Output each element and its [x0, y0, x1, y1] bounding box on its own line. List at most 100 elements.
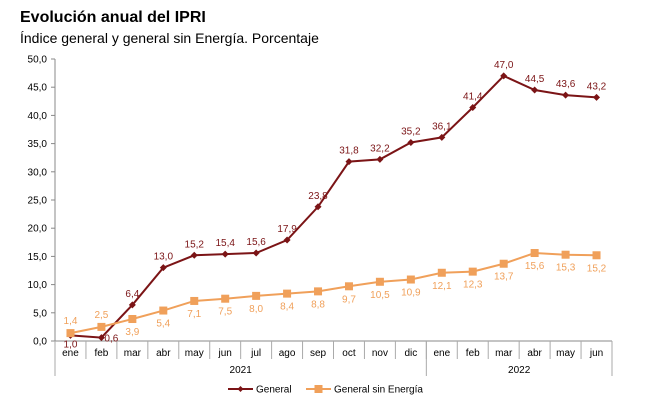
- x-tick-label: may: [185, 348, 204, 359]
- data-point: [406, 275, 415, 284]
- year-label: 2021: [230, 365, 253, 376]
- data-point: [375, 277, 384, 286]
- y-tick-label: 35,0: [28, 139, 48, 150]
- x-tick-label: feb: [94, 348, 108, 359]
- data-point: [530, 249, 539, 258]
- data-label: 8,0: [249, 304, 263, 315]
- data-point: [593, 93, 601, 101]
- data-point: [190, 296, 199, 305]
- data-point: [128, 315, 137, 324]
- data-point: [499, 259, 508, 268]
- x-tick-label: jun: [589, 348, 603, 359]
- data-label: 17,9: [277, 224, 297, 235]
- data-point: [407, 138, 415, 146]
- y-tick-label: 45,0: [28, 83, 48, 94]
- data-point: [562, 91, 570, 99]
- data-point: [437, 268, 446, 277]
- y-tick-label: 50,0: [28, 55, 48, 66]
- data-point: [314, 287, 323, 296]
- data-label: 3,9: [125, 327, 139, 338]
- data-label: 43,6: [556, 79, 576, 90]
- y-tick-label: 40,0: [28, 111, 48, 122]
- data-label: 7,5: [218, 307, 232, 318]
- data-point: [531, 86, 539, 94]
- data-point: [345, 158, 353, 166]
- legend-square-icon: [314, 385, 323, 393]
- data-label: 10,5: [370, 290, 390, 301]
- data-label: 10,9: [401, 288, 421, 299]
- data-label: 6,4: [125, 289, 139, 300]
- y-tick-label: 15,0: [28, 252, 48, 263]
- y-tick-label: 5,0: [33, 308, 47, 319]
- x-tick-label: oct: [342, 348, 356, 359]
- data-label: 7,1: [187, 309, 201, 320]
- x-tick-label: ene: [62, 348, 79, 359]
- data-label: 35,2: [401, 126, 421, 137]
- data-label: 1,4: [64, 316, 78, 327]
- chart-subtitle: Índice general y general sin Energía. Po…: [20, 30, 319, 46]
- x-tick-label: ago: [279, 348, 296, 359]
- data-point: [190, 251, 198, 259]
- x-tick-label: abr: [527, 348, 542, 359]
- data-label: 47,0: [494, 60, 514, 71]
- data-label: 43,2: [587, 81, 607, 92]
- data-label: 8,8: [311, 299, 325, 310]
- data-label: 15,6: [246, 237, 266, 248]
- data-label: 23,8: [308, 191, 328, 202]
- y-tick-label: 20,0: [28, 224, 48, 235]
- x-tick-label: jun: [218, 348, 232, 359]
- data-label: 13,7: [494, 272, 514, 283]
- y-tick-label: 10,0: [28, 280, 48, 291]
- x-tick-label: abr: [156, 348, 171, 359]
- x-tick-label: ene: [433, 348, 450, 359]
- data-point: [314, 203, 322, 211]
- data-label: 15,6: [525, 261, 545, 272]
- data-label: 36,1: [432, 121, 452, 132]
- data-label: 31,8: [339, 146, 359, 157]
- data-point: [376, 155, 384, 163]
- data-label: 1,0: [64, 339, 78, 350]
- data-point: [97, 334, 105, 342]
- x-tick-label: mar: [124, 348, 142, 359]
- data-label: 15,3: [556, 263, 576, 274]
- x-tick-label: feb: [466, 348, 480, 359]
- x-tick-label: nov: [372, 348, 388, 359]
- data-label: 15,2: [185, 239, 205, 250]
- data-point: [97, 322, 106, 331]
- series-line-0: [70, 74, 597, 339]
- y-tick-label: 30,0: [28, 167, 48, 178]
- data-point: [221, 250, 229, 258]
- data-label: 41,4: [463, 92, 483, 103]
- data-point: [438, 133, 446, 141]
- data-point: [592, 251, 601, 260]
- x-tick-label: mar: [495, 348, 513, 359]
- legend-label: General sin Energía: [334, 385, 423, 396]
- data-point: [469, 104, 477, 112]
- y-tick-label: 25,0: [28, 196, 48, 207]
- data-point: [221, 294, 230, 303]
- data-point: [561, 250, 570, 259]
- data-label: 15,4: [215, 238, 235, 249]
- data-point: [252, 249, 260, 257]
- data-label: 32,2: [370, 143, 390, 154]
- x-tick-label: dic: [404, 348, 417, 359]
- data-label: 44,5: [525, 74, 545, 85]
- y-tick-label: 0,0: [33, 337, 47, 348]
- data-label: 12,3: [463, 280, 483, 291]
- chart-title: Evolución anual del IPRI: [20, 9, 206, 26]
- data-point: [468, 267, 477, 276]
- data-point: [128, 301, 136, 309]
- data-point: [159, 306, 168, 315]
- data-label: 12,1: [432, 281, 452, 292]
- year-label: 2022: [508, 365, 531, 376]
- data-point: [283, 236, 291, 244]
- data-point: [66, 329, 75, 338]
- data-label: 0,6: [104, 334, 118, 345]
- data-label: 15,2: [587, 263, 607, 274]
- data-label: 5,4: [156, 319, 170, 330]
- legend-label: General: [256, 385, 292, 396]
- data-point: [500, 72, 508, 80]
- data-point: [344, 282, 353, 291]
- legend-diamond-icon: [237, 386, 244, 392]
